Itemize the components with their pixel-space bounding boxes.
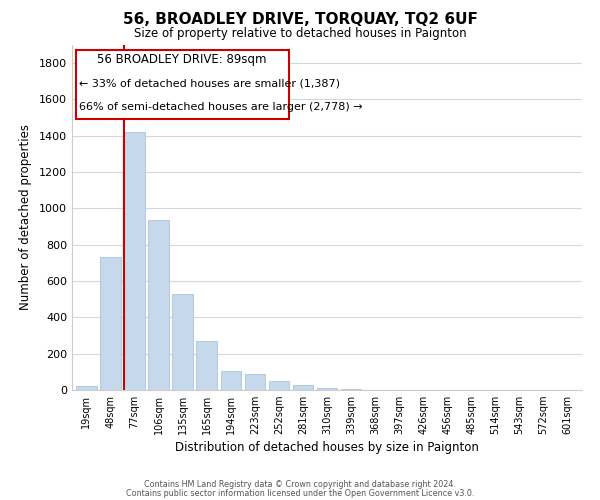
Text: ← 33% of detached houses are smaller (1,387): ← 33% of detached houses are smaller (1,… — [79, 78, 340, 88]
Bar — [76, 386, 97, 390]
Bar — [269, 381, 289, 390]
Text: Size of property relative to detached houses in Paignton: Size of property relative to detached ho… — [134, 28, 466, 40]
Bar — [196, 341, 217, 390]
Bar — [124, 132, 145, 390]
Text: 56, BROADLEY DRIVE, TORQUAY, TQ2 6UF: 56, BROADLEY DRIVE, TORQUAY, TQ2 6UF — [122, 12, 478, 28]
Text: 66% of semi-detached houses are larger (2,778) →: 66% of semi-detached houses are larger (… — [79, 102, 363, 112]
Text: Contains public sector information licensed under the Open Government Licence v3: Contains public sector information licen… — [126, 488, 474, 498]
Text: Contains HM Land Registry data © Crown copyright and database right 2024.: Contains HM Land Registry data © Crown c… — [144, 480, 456, 489]
Bar — [317, 388, 337, 390]
Bar — [148, 220, 169, 390]
Bar — [100, 258, 121, 390]
Y-axis label: Number of detached properties: Number of detached properties — [19, 124, 32, 310]
Bar — [172, 294, 193, 390]
Bar — [293, 385, 313, 390]
Bar — [245, 374, 265, 390]
FancyBboxPatch shape — [76, 50, 289, 119]
Text: 56 BROADLEY DRIVE: 89sqm: 56 BROADLEY DRIVE: 89sqm — [97, 53, 267, 66]
Bar — [221, 372, 241, 390]
X-axis label: Distribution of detached houses by size in Paignton: Distribution of detached houses by size … — [175, 442, 479, 454]
